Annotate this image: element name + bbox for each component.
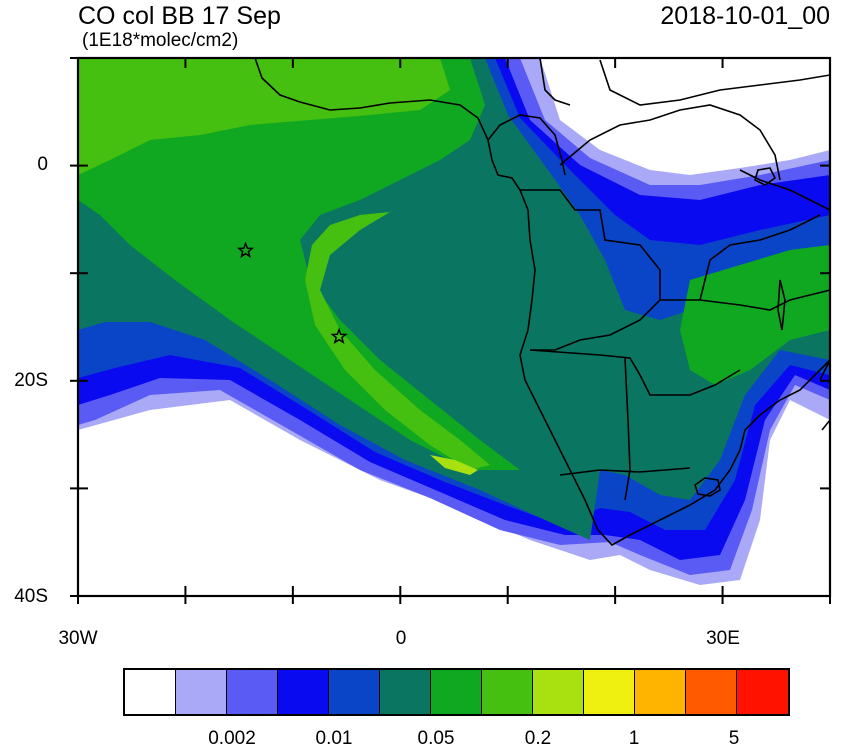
colorbar-swatch [482,670,533,714]
x-tick-label-30e: 30E [706,628,740,649]
map-frame [76,56,832,598]
units-label: (1E18*molec/cm2) [82,30,239,51]
colorbar [123,668,790,716]
co-field-level-6 [78,58,520,470]
colorbar-label-0-002: 0.002 [208,728,256,749]
x-tick-label-30w: 30W [58,628,98,649]
border-line-3 [624,357,631,501]
colorbar-label-0-01: 0.01 [315,728,353,749]
y-tick-label-40s: 40S [14,586,48,607]
station-marker-star [330,327,348,344]
colorbar-swatch [227,670,278,714]
border-line-9 [599,59,830,106]
colorbar-swatch [278,670,329,714]
africa-coastline [254,58,830,547]
timestamp-label: 2018-10-01_00 [660,2,830,30]
map-title: CO col BB 17 Sep [78,2,281,30]
colorbar-label-5: 5 [728,728,740,749]
colorbar-swatch [125,670,176,714]
colorbar-label-0-05: 0.05 [417,728,455,749]
colorbar-swatch [329,670,380,714]
colorbar-swatch [584,670,635,714]
coastlines [254,58,830,547]
border-line-1 [520,189,661,351]
colorbar-swatch [380,670,431,714]
station-marker-star [236,241,255,259]
border-line-7 [739,169,830,211]
border-line-4 [559,467,691,476]
border-line-10 [539,58,571,106]
colorbar-swatch [635,670,686,714]
co-column-map [70,56,832,604]
border-line-2 [529,349,741,396]
lake-malawi [777,279,786,331]
colorbar-swatch [176,670,227,714]
colorbar-label-1: 1 [628,728,640,749]
tick-marks [70,57,831,604]
border-line-6 [699,214,821,301]
co-field-level-8 [430,455,478,475]
gulf-of-guinea-coast [487,114,566,176]
colorbar-swatch [431,670,482,714]
x-tick-label-0: 0 [395,628,407,649]
border-line-8 [559,104,781,181]
map-field [78,58,830,596]
y-tick-label-0: 0 [37,154,48,175]
lake-victoria [754,167,777,186]
co-field-level-7 [78,58,450,175]
colorbar-swatch [686,670,737,714]
colorbar-swatch [737,670,788,714]
lesotho-border [694,477,721,497]
colorbar-swatch [533,670,584,714]
co-field-level-6-east [680,245,830,385]
madagascar-coast [819,359,830,431]
stations-layer [236,241,348,344]
colorbar-label-0-2: 0.2 [524,728,552,749]
y-tick-label-20s: 20S [14,370,48,391]
